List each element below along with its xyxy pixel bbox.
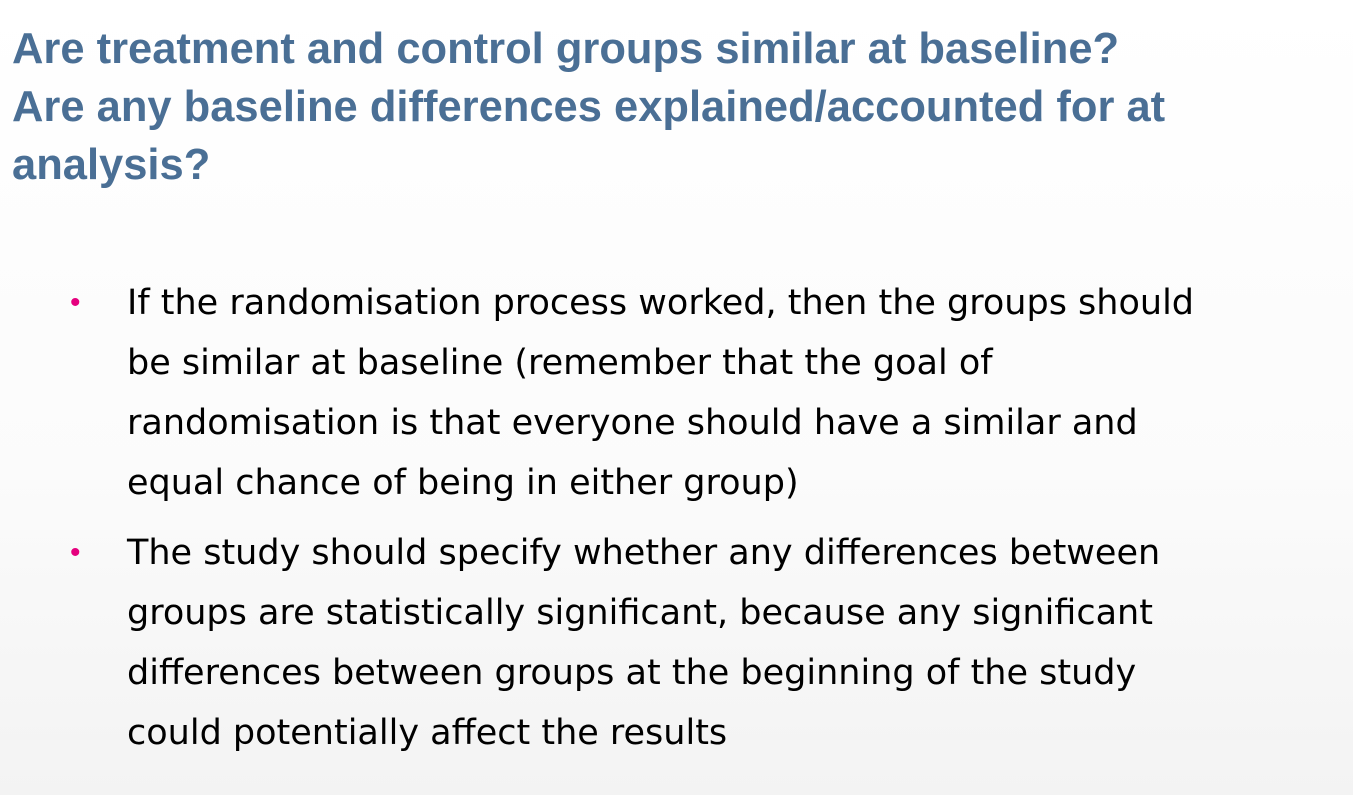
- bullet-line: differences between groups at the beginn…: [127, 653, 1137, 693]
- title-line-2: Are any baseline differences explained/a…: [12, 83, 1166, 131]
- bullet-line: groups are statistically significant, be…: [127, 593, 1153, 633]
- bullet-line: randomisation is that everyone should ha…: [127, 403, 1138, 443]
- bullet-line: The study should specify whether any dif…: [127, 533, 1161, 573]
- bullet-item-significance: • The study should specify whether any d…: [0, 523, 1353, 763]
- bullet-marker-icon: •: [70, 536, 81, 569]
- slide-title: Are treatment and control groups similar…: [12, 20, 1347, 194]
- bullet-item-randomisation: • If the randomisation process worked, t…: [0, 273, 1353, 513]
- title-line-1: Are treatment and control groups similar…: [12, 25, 1120, 73]
- bullet-line: equal chance of being in either group): [127, 463, 799, 503]
- bullet-text: The study should specify whether any dif…: [127, 523, 1353, 763]
- bullet-text: If the randomisation process worked, the…: [127, 273, 1353, 513]
- bullet-line: could potentially affect the results: [127, 713, 728, 753]
- bullet-line: be similar at baseline (remember that th…: [127, 343, 993, 383]
- bullet-line: If the randomisation process worked, the…: [127, 283, 1195, 323]
- title-line-3: analysis?: [12, 141, 211, 189]
- bullet-list: • If the randomisation process worked, t…: [0, 273, 1353, 763]
- bullet-marker-icon: •: [70, 286, 81, 319]
